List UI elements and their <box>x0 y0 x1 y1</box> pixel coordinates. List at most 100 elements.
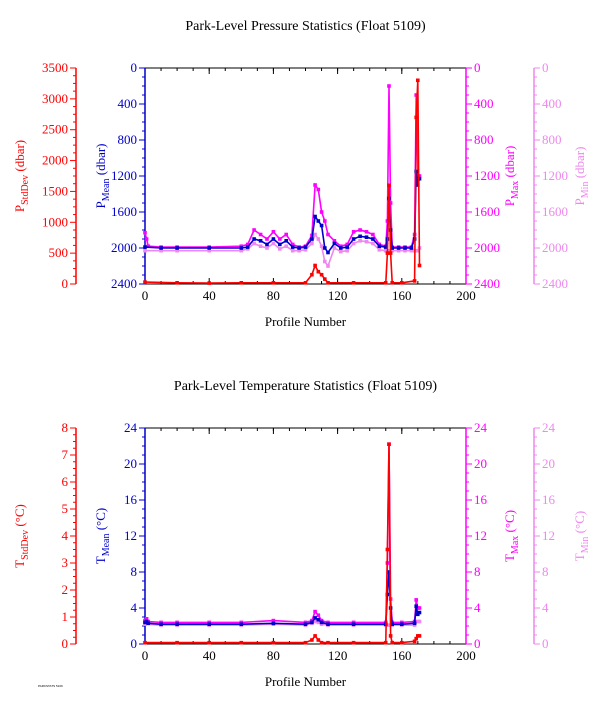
temperature-max-tick-label: 12 <box>474 528 487 543</box>
temperature-series-stddev-point <box>207 640 211 645</box>
temperature-stddev-tick-label: 3 <box>62 555 69 570</box>
pressure-chart-title: Park-Level Pressure Statistics (Float 51… <box>185 19 426 34</box>
pressure-series-min-point <box>313 232 317 237</box>
temperature-series-min-point <box>143 622 147 626</box>
pressure-series-min-point <box>345 248 349 253</box>
temperature-max-tick-label: 8 <box>474 564 481 579</box>
pressure-max-axis-label: PMax (dbar) <box>502 146 521 207</box>
temperature-stddev-axis-label: TStdDev (°C) <box>12 504 31 568</box>
pressure-x-tick-label: 80 <box>267 288 280 303</box>
pressure-min-tick-label: 1600 <box>542 204 568 219</box>
pressure-series-min-point <box>258 244 263 248</box>
temperature-series-mean-line <box>144 571 421 626</box>
temperature-stddev-tick-label: 0 <box>62 636 69 651</box>
temperature-stddev-tick-label: 7 <box>62 447 69 462</box>
temperature-max-tick-label: 0 <box>474 636 481 651</box>
pressure-series-max-point <box>258 232 263 237</box>
pressure-series-min-point <box>358 239 362 243</box>
temperature-series-stddev-point <box>313 634 317 638</box>
pressure-series-mean-line <box>144 171 421 254</box>
footer-text: PARKSTATS 5109 <box>38 684 63 688</box>
pressure-series-max-point <box>290 242 295 247</box>
pressure-max-tick-label: 1200 <box>474 168 500 183</box>
pressure-series-max-point <box>144 237 149 241</box>
pressure-stddev-tick-label: 2500 <box>42 122 68 137</box>
pressure-series-stddev-point <box>416 78 420 83</box>
pressure-chart-panel: Park-Level Pressure Statistics (Float 51… <box>12 19 591 329</box>
pressure-series-stddev-point <box>143 280 147 284</box>
temperature-series-max-point <box>326 620 330 625</box>
pressure-series-mean-point <box>297 246 301 250</box>
temperature-series-min-point <box>313 619 317 624</box>
pressure-series-mean-point <box>416 183 420 187</box>
temperature-series-stddev-point <box>319 640 324 645</box>
pressure-series-stddev-point <box>310 272 314 277</box>
pressure-series-max-point <box>417 174 422 178</box>
pressure-max-tick-label: 1600 <box>474 204 500 219</box>
temperature-series-max-point <box>417 606 422 610</box>
pressure-series-min-point <box>239 248 244 253</box>
pressure-stddev-tick-label: 3500 <box>42 60 68 75</box>
temperature-series-mean-point <box>207 622 211 626</box>
temperature-series-stddev-point <box>143 640 147 645</box>
pressure-series-max-point <box>265 237 269 241</box>
pressure-series-stddev-point <box>319 272 324 277</box>
pressure-series-stddev-point <box>383 281 388 285</box>
temperature-series-mean-point <box>319 620 324 625</box>
pressure-series-min-point <box>390 248 394 253</box>
pressure-series-mean-point <box>316 219 321 223</box>
pressure-x-tick-label: 120 <box>328 288 348 303</box>
pressure-series-max-point <box>316 187 321 192</box>
temperature-series-max-point <box>351 620 356 625</box>
temperature-max-tick-label: 20 <box>474 456 487 471</box>
temperature-min-tick-label: 24 <box>542 420 556 435</box>
pressure-series-max-point <box>278 237 282 241</box>
pressure-x-tick-label: 0 <box>142 288 149 303</box>
pressure-series-mean-point <box>313 214 317 219</box>
pressure-series-stddev-point <box>412 279 417 283</box>
temperature-mean-axis-label: TMean (°C) <box>93 508 112 565</box>
pressure-series-min-point <box>265 246 269 250</box>
temperature-x-tick-label: 40 <box>203 648 216 663</box>
pressure-mean-tick-label: 400 <box>118 96 138 111</box>
pressure-series-min-point <box>332 246 337 250</box>
temperature-series-stddev-point <box>271 640 276 645</box>
pressure-series-min-point <box>403 248 407 253</box>
pressure-series-max-point <box>388 201 393 205</box>
temperature-x-tick-label: 0 <box>142 648 149 663</box>
temperature-max-tick-label: 24 <box>474 420 488 435</box>
pressure-series-mean-point <box>207 246 211 250</box>
pressure-min-tick-label: 2400 <box>542 276 568 291</box>
pressure-series-max-point <box>143 230 147 235</box>
pressure-series-mean-point <box>332 241 337 246</box>
pressure-series-min-point <box>364 239 369 244</box>
pressure-series-mean-point <box>319 223 324 228</box>
pressure-x-tick-label: 200 <box>456 288 476 303</box>
temperature-series-stddev-point <box>388 634 393 638</box>
pressure-series-min-point <box>371 241 375 246</box>
pressure-series-stddev-point <box>414 115 418 120</box>
pressure-min-tick-label: 2000 <box>542 240 568 255</box>
temperature-series-stddev-point <box>310 638 314 642</box>
temperature-mean-tick-label: 16 <box>124 492 138 507</box>
pressure-series-max-point <box>284 232 288 237</box>
pressure-series-mean-point <box>390 246 394 250</box>
pressure-mean-tick-label: 0 <box>131 60 138 75</box>
pressure-stddev-tick-label: 1500 <box>42 183 68 198</box>
temperature-series-mean-point <box>313 616 317 620</box>
pressure-stddev-tick-label: 500 <box>49 245 69 260</box>
temperature-series-min-point <box>417 619 422 624</box>
temperature-series-mean-point <box>400 622 404 626</box>
pressure-series-min-point <box>396 248 401 253</box>
temperature-series-stddev-point <box>239 640 244 645</box>
pressure-series-stddev-point <box>207 281 211 285</box>
pressure-series-mean-point <box>245 245 250 249</box>
pressure-series-stddev-point <box>400 281 404 285</box>
pressure-series-min-point <box>297 248 301 253</box>
temperature-stddev-tick-label: 5 <box>62 501 69 516</box>
pressure-series-min-point <box>383 248 388 253</box>
temperature-min-tick-label: 4 <box>542 600 549 615</box>
pressure-series-stddev-point <box>303 281 308 285</box>
pressure-series-mean-point <box>175 246 179 250</box>
temperature-series-mean-point <box>326 622 330 626</box>
